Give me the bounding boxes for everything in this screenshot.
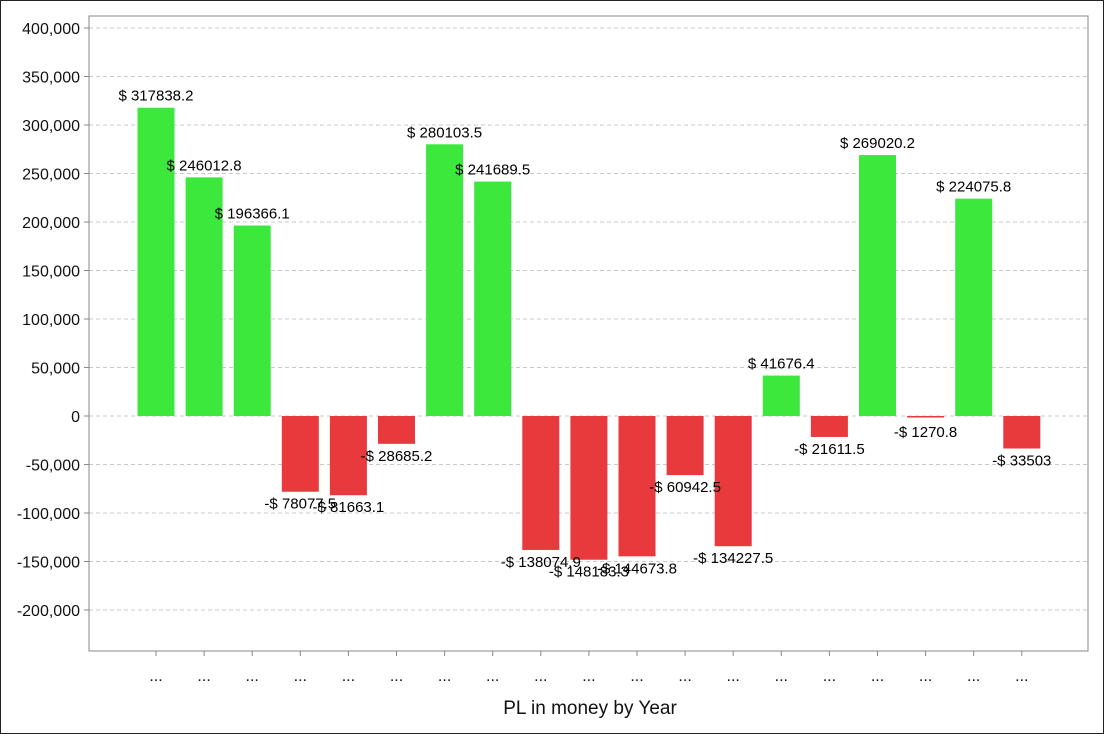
x-tick-label: ...: [1015, 668, 1028, 685]
bars-layer: [137, 107, 1041, 560]
x-tick-label: ...: [197, 668, 210, 685]
data-label: -$ 134227.5: [693, 550, 773, 567]
bar: [137, 107, 175, 416]
x-tick-label: ...: [775, 668, 788, 685]
data-label: -$ 144673.8: [597, 560, 677, 577]
x-tick-label: ...: [871, 668, 884, 685]
bar: [570, 416, 608, 560]
data-label: $ 41676.4: [748, 356, 815, 373]
data-label: $ 224075.8: [936, 179, 1011, 196]
axis-layer: -200,000 -150,000 -100,000 -50,000 0 50,000 10…: [17, 15, 1089, 685]
bar: [426, 144, 464, 416]
bar: [474, 181, 512, 416]
x-tick-label: ...: [438, 668, 451, 685]
x-tick-label: ...: [342, 668, 355, 685]
bar: [1003, 416, 1041, 449]
data-label: -$ 78077.5: [264, 496, 336, 513]
data-label: -$ 138074.9: [501, 554, 581, 571]
y-tick-label: -200,000: [17, 603, 80, 620]
y-tick-label: 350,000: [22, 70, 80, 87]
bar: [522, 416, 560, 550]
data-label: -$ 33503: [992, 452, 1051, 469]
bar: [185, 177, 223, 416]
data-label: -$ 148183.3: [549, 564, 629, 581]
y-tick-label: -100,000: [17, 506, 80, 523]
bar: [714, 416, 752, 547]
x-axis-title: PL in money by Year: [503, 698, 677, 719]
y-tick-label: 200,000: [22, 215, 80, 232]
bar: [810, 416, 848, 437]
y-tick-label: 250,000: [22, 167, 80, 184]
data-label: $ 317838.2: [118, 88, 193, 105]
x-tick-label: ...: [149, 668, 162, 685]
x-tick-label: ...: [678, 668, 691, 685]
y-tick-label: 150,000: [22, 264, 80, 281]
x-tick-label: ...: [486, 668, 499, 685]
data-labels-layer: $ 317838.2 $ 246012.8 $ 196366.1 -$ 78077.5…: [118, 88, 1051, 581]
y-tick-label: -50,000: [26, 458, 80, 475]
data-label: $ 246012.8: [167, 157, 242, 174]
bar: [859, 155, 896, 416]
bar: [618, 416, 656, 557]
bar: [281, 416, 319, 492]
bar: [378, 416, 415, 444]
y-tick-label: 50,000: [31, 361, 80, 378]
y-tick-label: 100,000: [22, 312, 80, 329]
x-tick-label: ...: [246, 668, 259, 685]
bar: [907, 416, 945, 418]
y-tick-label: 0: [71, 409, 80, 426]
x-tick-label: ...: [390, 668, 403, 685]
bar: [233, 225, 271, 416]
data-label: -$ 81663.1: [313, 499, 385, 516]
x-tick-label: ...: [294, 668, 307, 685]
data-label: -$ 21611.5: [794, 441, 865, 458]
x-tick-label: ...: [582, 668, 595, 685]
x-tick-label: ...: [919, 668, 932, 685]
x-tick-label: ...: [630, 668, 643, 685]
data-label: -$ 60942.5: [649, 479, 721, 496]
y-tick-label: -150,000: [17, 555, 80, 572]
x-tick-label: ...: [823, 668, 836, 685]
data-label: -$ 28685.2: [361, 448, 433, 465]
y-tick-label: 300,000: [22, 118, 80, 135]
x-tick-label: ...: [534, 668, 547, 685]
bar: [329, 416, 367, 496]
x-tick-label: ...: [727, 668, 740, 685]
data-label: $ 196366.1: [215, 206, 290, 223]
data-label: $ 280103.5: [407, 124, 482, 141]
bar: [666, 416, 704, 476]
x-tick-label: ...: [967, 668, 980, 685]
data-label: -$ 1270.8: [894, 424, 957, 441]
data-label: $ 269020.2: [840, 135, 915, 152]
data-label: $ 241689.5: [455, 162, 530, 179]
y-tick-label: 400,000: [22, 21, 80, 38]
bar: [955, 198, 993, 416]
bar: [762, 375, 800, 416]
